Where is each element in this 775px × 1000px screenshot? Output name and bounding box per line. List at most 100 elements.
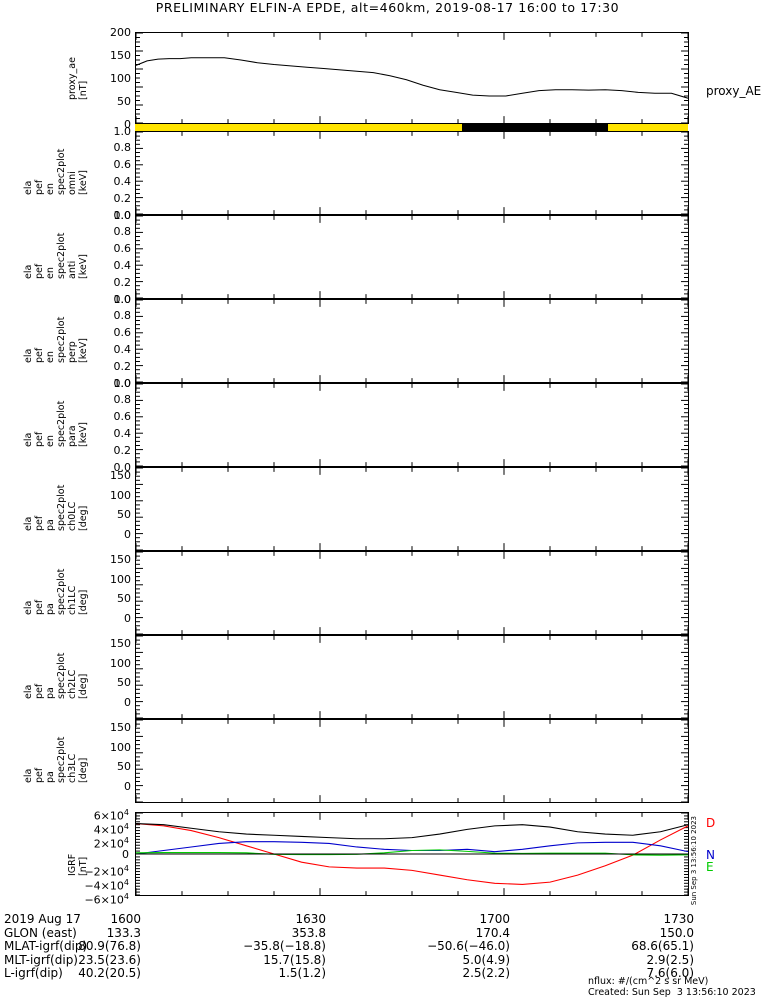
footer-created: Created: Sun Sep 3 13:56:10 2023 <box>588 987 756 998</box>
panel-ylabel: [deg] <box>78 589 89 615</box>
cell-mlt-3: 2.9(2.5) <box>646 952 694 967</box>
ytick-label: 100 <box>110 740 131 754</box>
ytick-label: 0 <box>124 695 131 709</box>
ytick-label: 50 <box>117 94 131 108</box>
cell-mlat-0: 80.9(76.8) <box>78 939 141 954</box>
cell-glon-0: 133.3 <box>106 925 141 940</box>
ytick-label: 50 <box>117 676 131 690</box>
panel-ylabel: pef <box>34 683 45 699</box>
panel-ylabel: ela <box>23 432 34 447</box>
ytick-label: −6×104 <box>84 891 129 907</box>
panel-ela-pef-en-spec2plot-omni <box>135 131 689 215</box>
ytick-label: 0.6 <box>113 158 132 172</box>
panel-ylabel: en <box>45 351 56 363</box>
ytick-label: 0.2 <box>113 359 132 373</box>
panel-ylabel: ch3LC <box>67 753 78 783</box>
footer-nflux: nflux: #/(cm^2 s sr MeV) <box>588 976 709 987</box>
panel-ylabel: en <box>45 183 56 195</box>
ytick-label: 100 <box>110 71 131 85</box>
ytick-label: 150 <box>110 553 131 566</box>
ytick-label: 100 <box>110 572 131 586</box>
panel-ylabel: spec2plot <box>56 316 67 363</box>
cell-time-2: 1700 <box>479 912 510 926</box>
panel-ylabel: pef <box>34 515 45 531</box>
panel-ylabel: spec2plot <box>56 736 67 783</box>
panel-ylabel: pef <box>34 263 45 279</box>
panel-ylabel: en <box>45 435 56 447</box>
panel-ela-pef-pa-spec2plot-ch2lc <box>135 635 689 719</box>
cell-mlat-3: 68.6(65.1) <box>631 939 694 954</box>
ytick-label: 0.4 <box>113 258 132 272</box>
panel-ela-pef-pa-spec2plot-ch0lc <box>135 467 689 551</box>
ytick-label: 100 <box>110 656 131 670</box>
panel-ylabel: pa <box>45 771 56 783</box>
ytick-label: 6×104 <box>93 807 129 823</box>
panel-ylabel: pef <box>34 347 45 363</box>
ytick-label: 1.0 <box>113 376 132 390</box>
ytick-label: 0.0 <box>113 292 132 306</box>
panel-ylabel: pef <box>34 431 45 447</box>
ytick-label: 0.0 <box>113 376 132 390</box>
panel-ylabel: [keV] <box>78 338 89 363</box>
ytick-label: 4×104 <box>93 821 129 837</box>
panel-ylabel: anti <box>67 260 78 279</box>
panel-ylabel: spec2plot <box>56 484 67 531</box>
panel-ylabel: en <box>45 267 56 279</box>
igrf-legend-n: N <box>706 848 715 862</box>
cell-glon-1: 353.8 <box>291 925 326 940</box>
panel-ylabel: spec2plot <box>56 400 67 447</box>
ytick-label: 0.4 <box>113 342 132 356</box>
ytick-label: 0.2 <box>113 443 132 457</box>
cell-l-0: 40.2(20.5) <box>78 966 141 981</box>
ytick-label: 150 <box>110 637 131 650</box>
ytick-label: 0.8 <box>113 141 132 155</box>
ytick-label: 50 <box>117 592 131 606</box>
row-label-4: L-igrf(dip) <box>4 966 63 981</box>
ytick-label: 0 <box>124 117 131 131</box>
ytick-label: 2×104 <box>93 835 129 851</box>
row-label-3: MLT-igrf(dip) <box>4 952 78 967</box>
ytick-label: 0.8 <box>113 309 132 323</box>
panel-ylabel: pef <box>34 599 45 615</box>
panel-ylabel: ela <box>23 348 34 363</box>
ytick-label: 0 <box>124 611 131 625</box>
panel-ylabel: [keV] <box>78 422 89 447</box>
ytick-label: 0.2 <box>113 275 132 289</box>
ytick-label: 0 <box>124 779 131 793</box>
row-label-2: MLAT-igrf(dip) <box>4 939 88 954</box>
panel-ylabel: pa <box>45 519 56 531</box>
ytick-label: 0.4 <box>113 174 132 188</box>
ytick-label: 0.6 <box>113 242 132 256</box>
panel-ylabel: [keV] <box>78 170 89 195</box>
panel-ylabel: spec2plot <box>56 568 67 615</box>
cell-l-3: 7.6(6.0) <box>646 966 694 981</box>
panel-ylabel: spec2plot <box>56 652 67 699</box>
panel-ylabel: ela <box>23 768 34 783</box>
ytick-label: 0 <box>124 527 131 541</box>
row-label-1: GLON (east) <box>4 925 77 940</box>
panel-ela-pef-en-spec2plot-para <box>135 383 689 467</box>
ytick-label: 0 <box>122 847 129 861</box>
panel-ylabel: spec2plot <box>56 232 67 279</box>
cell-l-2: 2.5(2.2) <box>462 966 510 981</box>
panel-ylabel: ela <box>23 180 34 195</box>
panel-ylabel: proxy_ae <box>67 57 78 100</box>
cell-mlt-0: 23.5(23.6) <box>78 952 141 967</box>
panel-ela-pef-pa-spec2plot-ch3lc <box>135 719 689 803</box>
panel-igrf <box>135 812 689 896</box>
panel-ylabel: spec2plot <box>56 148 67 195</box>
created-stamp-vertical: Sun Sep 3 13:56:10 2023 <box>690 816 698 906</box>
panel-ylabel: pef <box>34 767 45 783</box>
proxy-ae-legend-label: proxy_AE <box>706 84 762 98</box>
panel-ylabel: omni <box>67 171 78 195</box>
ytick-label: 200 <box>110 25 131 39</box>
cell-mlat-2: −50.6(−46.0) <box>427 939 510 954</box>
panel-ylabel: [deg] <box>78 673 89 699</box>
ytick-label: −2×104 <box>84 863 129 879</box>
cell-mlat-1: −35.8(−18.8) <box>243 939 326 954</box>
panel-ylabel: ela <box>23 684 34 699</box>
ytick-label: 50 <box>117 508 131 522</box>
page-title: PRELIMINARY ELFIN-A EPDE, alt=460km, 201… <box>155 0 620 15</box>
panel-ylabel: [nT] <box>78 856 89 876</box>
panel-ylabel: ela <box>23 600 34 615</box>
